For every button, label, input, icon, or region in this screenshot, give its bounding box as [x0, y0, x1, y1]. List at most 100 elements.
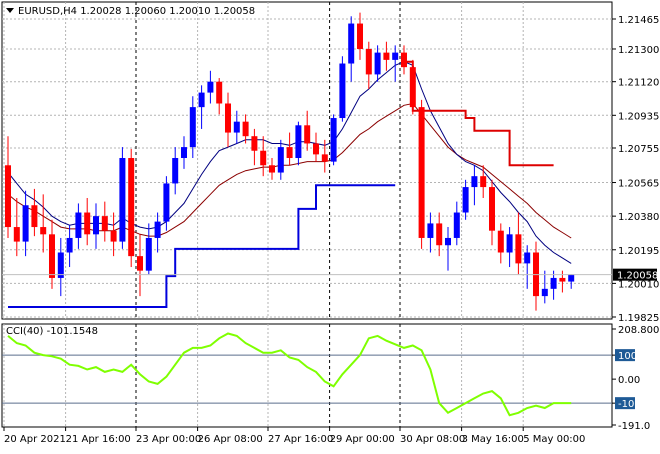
candle	[515, 212, 522, 275]
candle	[339, 56, 346, 122]
candle-body	[348, 23, 355, 64]
candle	[260, 136, 267, 177]
candle	[128, 148, 135, 268]
candle-body	[57, 252, 64, 278]
candle-body	[295, 125, 302, 159]
candle	[49, 219, 55, 289]
candle-body	[480, 176, 487, 188]
candle-body	[242, 121, 249, 137]
candle-body	[339, 63, 346, 119]
candle-body	[321, 154, 328, 162]
candle-body	[75, 212, 82, 238]
current-price-label: 1.20058	[617, 271, 658, 282]
price-tick-label: 1.21465	[618, 15, 659, 26]
candle-body	[225, 103, 231, 133]
candle-body	[497, 230, 504, 253]
candle	[93, 203, 99, 249]
candle	[497, 223, 504, 264]
candle	[277, 139, 284, 180]
candle	[119, 147, 126, 249]
candle	[66, 225, 73, 268]
candle-body	[119, 158, 126, 242]
candle	[84, 197, 91, 246]
cci-tick-label: 208.8005	[618, 325, 660, 336]
candle	[453, 201, 460, 246]
candlesticks	[5, 12, 575, 311]
candle-body	[269, 165, 275, 173]
candle	[163, 176, 170, 231]
cci-level-tag	[615, 397, 635, 410]
candle	[568, 274, 575, 289]
candle	[216, 78, 223, 115]
candle	[401, 45, 407, 75]
candle	[22, 190, 29, 257]
candle-body	[172, 158, 179, 184]
candle-body	[506, 234, 513, 253]
candle-body	[84, 212, 91, 235]
candle-body	[313, 143, 319, 155]
candle-body	[216, 81, 223, 104]
price-tick-label: 1.20565	[618, 179, 659, 190]
cci-level-tag	[615, 349, 635, 362]
candle	[181, 136, 187, 169]
price-tick-label: 1.21120	[618, 78, 659, 89]
time-tick-label: 23 Apr 00:00	[136, 434, 201, 445]
cci-tick-label: -100	[618, 399, 641, 410]
price-pane	[1, 1, 613, 320]
candle-body	[31, 205, 38, 228]
candle	[374, 45, 381, 82]
price-tick-label: 1.21300	[618, 45, 659, 56]
candle	[462, 179, 469, 220]
time-tick-label: 21 Apr 16:00	[66, 434, 131, 445]
cci-pane	[1, 323, 613, 428]
candle	[13, 197, 20, 257]
cci-tick-label: 0.00	[618, 375, 640, 386]
time-tick-label: 29 Apr 00:00	[330, 434, 395, 445]
cci-title: CCI(40) -101.1548	[6, 326, 98, 337]
candle-body	[13, 227, 20, 242]
candle-body	[462, 187, 469, 213]
candle	[251, 128, 258, 166]
candle-body	[304, 125, 311, 144]
candle-body	[233, 121, 240, 133]
candle-body	[163, 183, 170, 222]
candle-body	[524, 252, 531, 264]
candle	[418, 99, 425, 249]
candle-body	[471, 176, 478, 188]
candle	[189, 96, 196, 159]
candle	[145, 223, 152, 275]
candle	[436, 212, 443, 257]
candle-body	[392, 52, 399, 60]
candle-body	[154, 221, 161, 238]
candle-body	[198, 92, 205, 108]
candle-body	[374, 52, 381, 75]
time-tick-label: 27 Apr 16:00	[268, 434, 333, 445]
candle-body	[436, 223, 443, 246]
candle	[286, 132, 293, 166]
time-tick-label: 26 Apr 08:00	[198, 434, 263, 445]
candle	[75, 203, 82, 249]
candle	[31, 188, 38, 237]
candle-body	[559, 277, 566, 282]
candle	[524, 245, 531, 289]
candle	[269, 158, 275, 180]
candle-body	[427, 223, 434, 238]
candle	[242, 114, 249, 144]
candle-body	[277, 147, 284, 173]
price-tick-label: 1.20010	[618, 279, 659, 290]
candle	[110, 212, 117, 257]
candle	[295, 121, 302, 166]
candle	[348, 16, 355, 82]
candle	[506, 227, 513, 268]
candle	[101, 201, 108, 242]
symbol-menu-triangle-icon[interactable]	[6, 8, 14, 13]
candle-body	[409, 67, 416, 108]
candle	[550, 270, 557, 300]
candle-body	[40, 227, 47, 235]
time-tick-label: 5 May 00:00	[523, 434, 585, 445]
candle-body	[181, 147, 187, 159]
candle-body	[330, 118, 337, 162]
